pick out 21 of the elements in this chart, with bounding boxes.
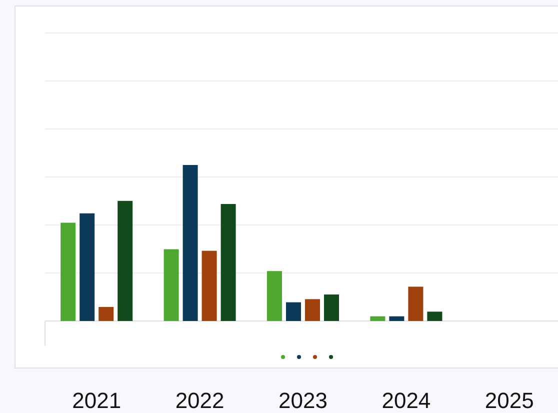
bar bbox=[60, 222, 76, 321]
bar bbox=[80, 213, 95, 321]
bar bbox=[267, 271, 282, 321]
bar bbox=[118, 200, 133, 321]
x-tick-label: 2022 bbox=[175, 388, 224, 413]
bar bbox=[98, 306, 114, 321]
bar bbox=[305, 299, 320, 321]
x-tick-label: 2021 bbox=[72, 388, 122, 413]
bar bbox=[389, 316, 404, 321]
bar bbox=[220, 204, 236, 321]
bar bbox=[182, 165, 198, 321]
x-tick-label: 2023 bbox=[278, 388, 328, 413]
bar bbox=[427, 312, 442, 321]
bar bbox=[164, 249, 179, 321]
bar bbox=[408, 286, 424, 321]
x-tick-label: 2025 bbox=[484, 388, 534, 413]
bar bbox=[286, 302, 301, 321]
bar bbox=[324, 294, 339, 321]
bar bbox=[370, 316, 386, 321]
x-tick-label: 2024 bbox=[382, 388, 431, 413]
bar bbox=[202, 250, 217, 321]
